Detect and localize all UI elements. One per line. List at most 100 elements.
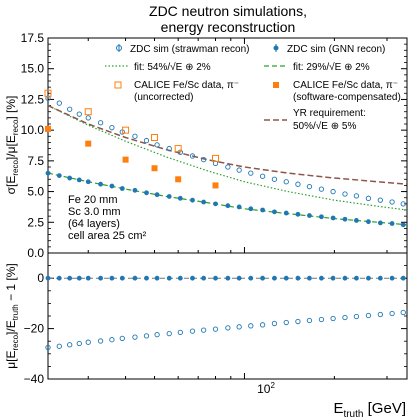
data-point [177,329,183,336]
data-point [132,334,138,340]
data-point [377,311,383,318]
data-point [283,275,289,281]
data-point [248,206,254,212]
data-point [354,275,359,281]
data-point [330,215,336,221]
data-point [174,145,182,153]
data-point [318,186,325,192]
bias-y-axis: 0 −20 −40 [24,265,407,386]
data-point [295,181,301,187]
data-point [307,275,312,281]
data-point [151,134,159,142]
data-point [225,164,231,170]
bias-plot-area [45,275,407,351]
x-tick-label-100: 102 [257,381,275,396]
data-point [67,106,73,112]
data-point [365,195,372,201]
data-point [200,327,207,333]
data-point [260,275,265,281]
legend-entry-fit-gnn: fit: 29%/√E ⊕ 2% [264,61,370,73]
y-tick-label: 12.5 [21,92,45,106]
legend-entry-calice-uncorrected: CALICE Fe/Sc data, π⁻ (uncorrected) [114,80,239,103]
chart-title-line-1: ZDC neutron simulations, [149,3,307,19]
bias-y-label: μ[Ereco]/Etruth − 1 [%] [4,263,20,369]
legend-calice-uncorrected-label-2: (uncorrected) [134,92,193,103]
data-point [377,220,383,226]
data-point [272,275,277,281]
legend-gnn-marker [273,45,279,51]
data-point [177,195,183,201]
data-point [400,201,406,207]
data-point [225,275,231,281]
legend-fit-gnn-label: fit: 29%/√E ⊕ 2% [293,61,370,73]
data-point [45,170,51,176]
data-point [67,275,73,281]
data-point [132,187,138,193]
legend-calice-compensated-marker [273,82,279,88]
data-point [166,194,172,199]
bias-panel: 0 −20 −40 102 Etruth [GeV] μ[Ereco]/Etruth… [4,38,408,418]
data-point [271,320,278,327]
data-point [119,275,125,281]
data-point [377,197,383,203]
data-point [366,275,371,281]
y-tick-label: 0 [37,271,44,285]
data-point [400,275,406,281]
data-point [85,339,91,345]
data-point [259,322,266,328]
data-point [166,330,172,337]
data-point [109,337,115,343]
data-point [143,333,150,339]
legend-calice-compensated-label-2: (software-compensated) [293,92,401,103]
data-point [166,145,172,152]
data-point [342,191,348,197]
data-point [166,275,172,281]
data-point [342,275,348,281]
y-tick-label: −40 [24,372,45,386]
data-point [45,275,51,281]
data-point [85,115,91,121]
data-point [307,213,312,218]
data-point [213,201,218,207]
data-point [144,275,149,281]
data-point [330,315,336,322]
data-point [76,177,82,183]
data-point [109,125,115,131]
x-axis-label: Etruth [GeV] [333,400,406,418]
data-point [330,275,336,281]
data-point [295,275,301,281]
data-point [259,173,266,179]
data-point [306,184,313,190]
data-point [212,326,219,332]
data-point [109,183,115,189]
data-point [154,275,160,281]
chart-title-line-2: energy reconstruction [161,19,296,35]
data-point [154,331,160,338]
data-point [189,153,196,159]
data-point [132,133,138,139]
y-tick-label: 2.5 [27,215,44,229]
data-point [85,179,91,185]
data-point [271,176,278,182]
y-tick-label: 15.0 [21,62,45,76]
legend-strawman-label: ZDC sim (strawman recon) [130,44,249,55]
data-point [283,210,289,216]
data-point [143,137,150,144]
resolution-y-label: σ[Ereco]/μ[Ereco] [%] [4,96,20,195]
data-point [248,170,254,176]
data-point [353,313,360,320]
data-point [353,193,360,199]
data-point [283,319,289,326]
y-tick-label: 0.0 [27,246,44,260]
data-point [212,182,219,189]
data-point [342,216,348,222]
data-point [400,309,406,316]
data-point [236,167,242,173]
data-point [67,342,73,348]
data-point [56,275,62,281]
annotation-line-1: Fe 20 mm [68,194,118,206]
data-point [213,275,218,281]
data-point [44,89,52,97]
data-point [175,176,182,183]
